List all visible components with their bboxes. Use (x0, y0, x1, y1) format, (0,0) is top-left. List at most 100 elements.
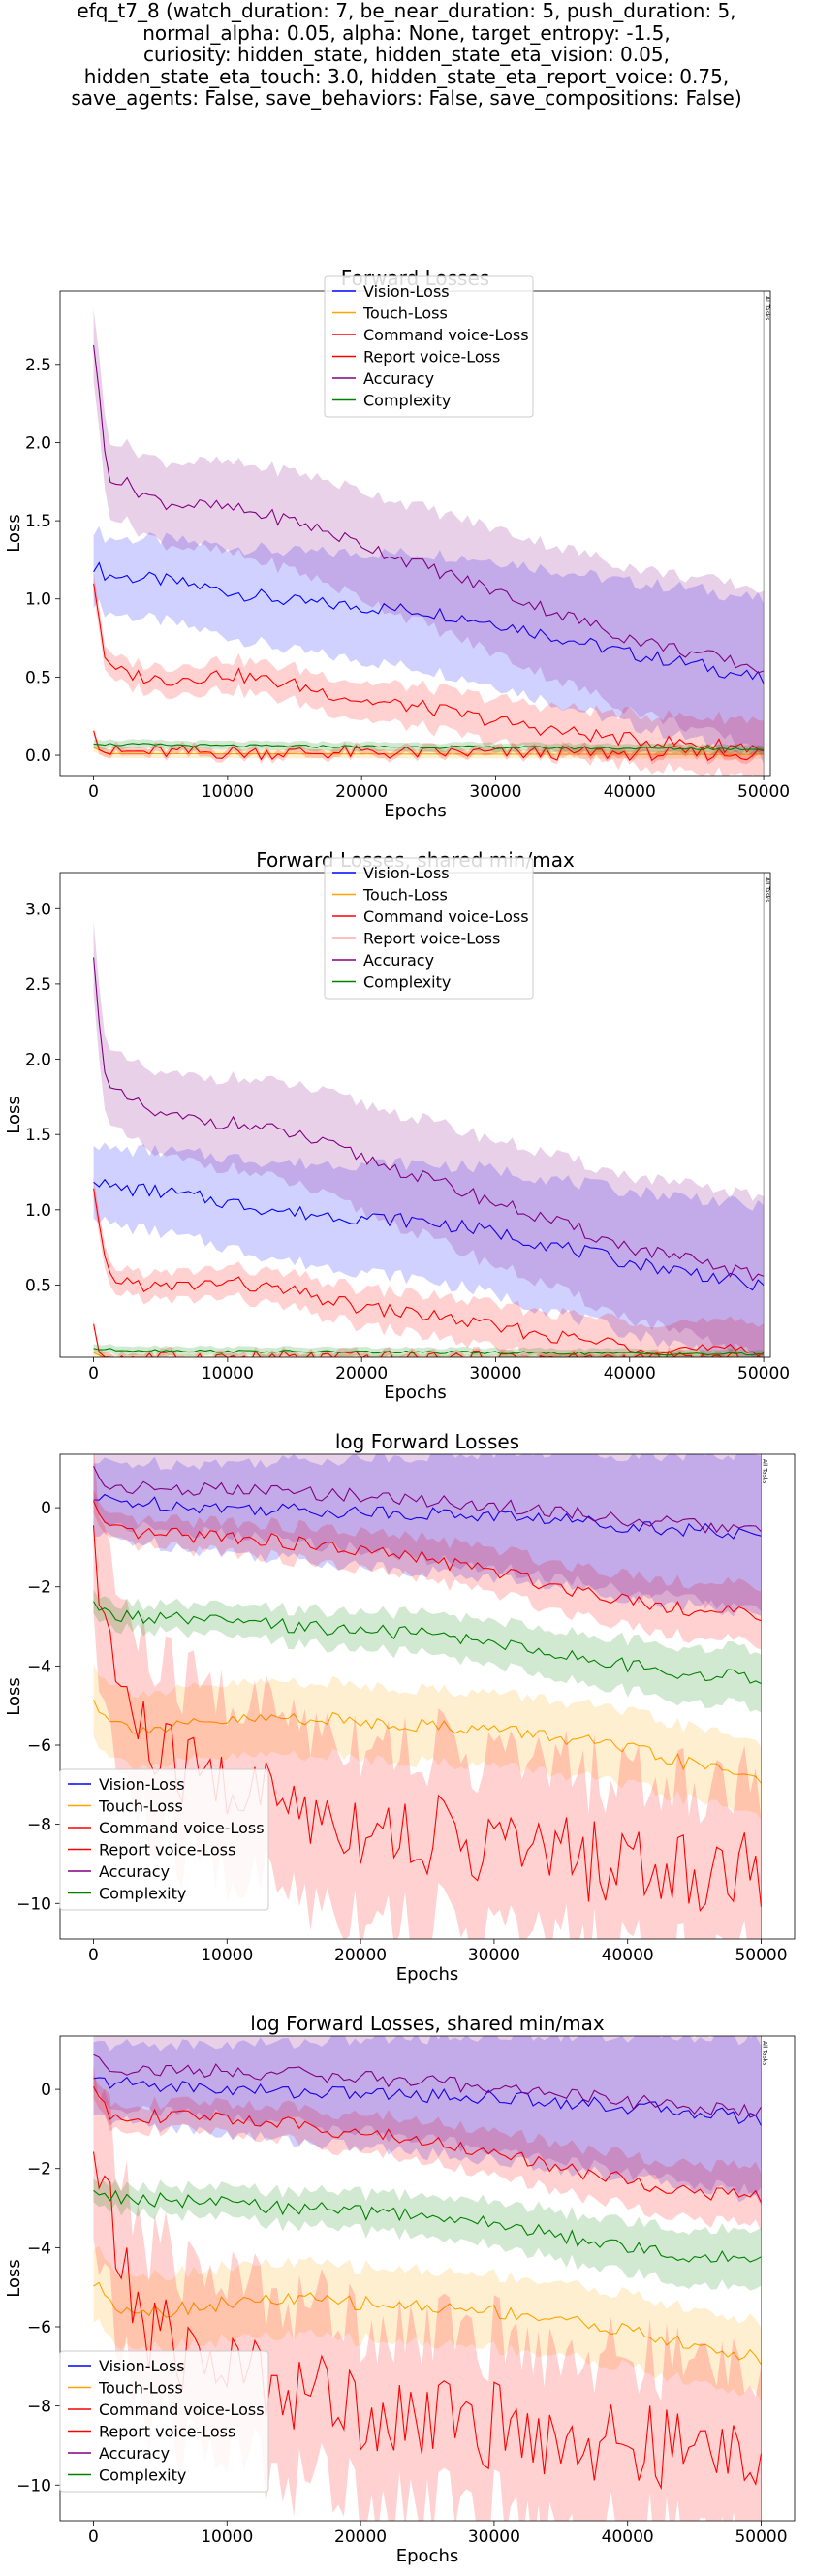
legend-label-report-voice-loss: Report voice-Loss (363, 348, 500, 366)
x-tick-label: 20000 (334, 1946, 387, 1965)
band-complexity (93, 2178, 762, 2291)
x-tick-label: 20000 (335, 782, 388, 802)
y-axis-label: Loss (4, 1096, 24, 1133)
band-report-voice-loss (93, 1489, 762, 1650)
band-touch-loss (93, 1663, 762, 1820)
x-tick-label: 40000 (604, 1364, 656, 1383)
task-marker-label: All Tasks (762, 1459, 768, 1483)
series-command-voice-loss (92, 1525, 763, 1913)
legend-label-command-voice-loss: Command voice-Loss (363, 907, 529, 926)
series-vision-loss (93, 1178, 765, 1291)
y-axis-label: Loss (4, 514, 24, 552)
band-touch-loss (93, 2245, 762, 2401)
x-tick-label: 10000 (201, 1946, 253, 1965)
y-tick-label: 0.0 (25, 747, 51, 766)
y-tick-label: 1.5 (25, 1126, 51, 1145)
series-report-voice-loss (93, 2085, 762, 2203)
y-tick-label: 2.5 (25, 975, 51, 995)
task-marker-label: All Tasks (762, 2041, 768, 2065)
y-tick-label: −10 (16, 2476, 51, 2496)
x-tick-label: 0 (88, 2528, 99, 2547)
legend-label-vision-loss: Vision-Loss (363, 864, 450, 882)
chart-log-forward-losses: log Forward Losses All Tasks 0 10000 20000 30… (4, 1430, 796, 1985)
band-touch-loss (93, 743, 765, 759)
band-command-voice-loss (93, 726, 765, 765)
y-tick-label: −6 (27, 2318, 51, 2337)
x-tick-label: 30000 (468, 1946, 520, 1965)
series-vision-loss (93, 561, 765, 684)
band-accuracy (93, 2036, 762, 2197)
legend-label-command-voice-loss: Command voice-Loss (363, 326, 529, 344)
series-command-voice-loss (93, 730, 765, 762)
band-report-voice-loss (93, 571, 765, 776)
legend-label-touch-loss: Touch-Loss (98, 2379, 183, 2398)
plot-area (93, 920, 765, 1357)
plot-area (92, 2036, 763, 2521)
legend-label-report-voice-loss: Report voice-Loss (363, 930, 500, 948)
legend-label-accuracy: Accuracy (99, 2444, 170, 2463)
band-accuracy (93, 920, 765, 1357)
chart-title: log Forward Losses (335, 1430, 519, 1453)
legend-label-command-voice-loss: Command voice-Loss (99, 1819, 265, 1837)
legend-label-complexity: Complexity (363, 973, 451, 992)
x-axis-label: Epochs (384, 801, 447, 821)
legend-box (324, 275, 534, 418)
series-complexity (93, 1348, 765, 1356)
legend-label-accuracy: Accuracy (99, 1862, 170, 1881)
legend: Vision-Loss Touch-Loss Command voice-Loss R… (324, 857, 534, 1000)
band-report-voice-loss (93, 1176, 765, 1357)
y-tick-label: −8 (27, 1816, 51, 1835)
y-tick-label: 2.0 (25, 1051, 51, 1070)
x-tick-label: 50000 (735, 2528, 787, 2547)
y-tick-label: 1.0 (25, 590, 51, 610)
series-touch-loss (93, 2281, 762, 2366)
y-tick-label: 2.5 (25, 356, 51, 375)
legend-label-report-voice-loss: Report voice-Loss (99, 1841, 235, 1860)
y-axis-label: Loss (4, 1677, 24, 1715)
band-touch-loss (93, 1348, 765, 1357)
series-touch-loss (92, 1700, 762, 1784)
legend-label-touch-loss: Touch-Loss (362, 304, 448, 323)
x-tick-label: 0 (88, 1946, 99, 1965)
y-tick-label: −8 (27, 2398, 51, 2417)
x-tick-label: 50000 (737, 1364, 790, 1383)
series-accuracy (93, 344, 765, 674)
x-tick-label: 0 (88, 1364, 99, 1383)
x-tick-label: 30000 (469, 1364, 521, 1383)
legend-label-accuracy: Accuracy (363, 951, 434, 970)
legend-label-report-voice-loss: Report voice-Loss (99, 2423, 235, 2441)
figure-title: efq_t7_8 (watch_duration: 7, be_near_dur… (71, 0, 742, 110)
legend-label-command-voice-loss: Command voice-Loss (99, 2401, 265, 2419)
legend: Vision-Loss Touch-Loss Command voice-Loss R… (324, 275, 534, 418)
x-tick-label: 50000 (735, 1946, 787, 1965)
legend: Vision-Loss Touch-Loss Command voice-Loss R… (59, 1768, 269, 1911)
series-accuracy (93, 1465, 762, 1534)
x-tick-label: 30000 (469, 782, 521, 802)
legend-label-complexity: Complexity (363, 392, 451, 410)
x-tick-label: 40000 (602, 1946, 654, 1965)
chart-log-forward-losses-shared: log Forward Losses, shared min/max All Ta… (4, 2012, 796, 2566)
x-tick-label: 0 (88, 782, 99, 802)
x-tick-label: 10000 (202, 782, 254, 802)
x-tick-label: 50000 (737, 782, 790, 802)
y-tick-label: −4 (27, 1657, 51, 1676)
x-tick-label: 30000 (468, 2528, 520, 2547)
x-tick-label: 40000 (602, 2528, 654, 2547)
legend-label-complexity: Complexity (99, 1885, 186, 1903)
legend-label-accuracy: Accuracy (363, 369, 434, 388)
legend-label-complexity: Complexity (99, 2466, 186, 2485)
band-vision-loss (93, 525, 765, 764)
legend-box (59, 2350, 269, 2493)
x-tick-label: 40000 (604, 782, 656, 802)
series-complexity (93, 1601, 762, 1685)
plot-frame (59, 2035, 796, 2522)
y-tick-label: 3.0 (25, 900, 51, 919)
y-tick-label: −2 (27, 1578, 51, 1598)
x-tick-label: 20000 (334, 2528, 387, 2547)
legend-box (59, 1768, 269, 1911)
series-command-voice-loss (93, 1323, 762, 1357)
legend-label-touch-loss: Touch-Loss (362, 886, 448, 905)
x-axis-label: Epochs (384, 1383, 447, 1403)
y-axis-label: Loss (4, 2259, 24, 2297)
